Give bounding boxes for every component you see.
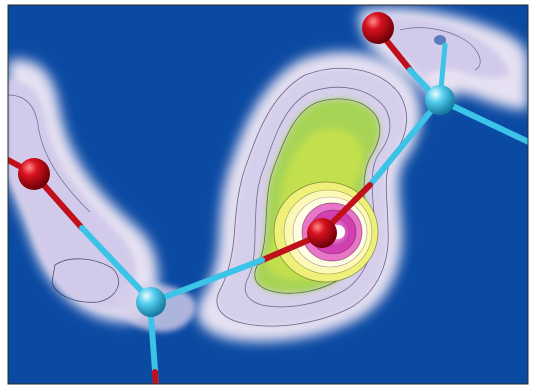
figure-border: [7, 4, 529, 385]
silicon-atom-right: [425, 85, 455, 115]
oxygen-atom-center: [307, 218, 337, 248]
silicon-atom-bottom: [136, 287, 166, 317]
oxygen-atom-top: [362, 12, 394, 44]
atoms: [18, 12, 455, 317]
oxygen-atom-left: [18, 158, 50, 190]
